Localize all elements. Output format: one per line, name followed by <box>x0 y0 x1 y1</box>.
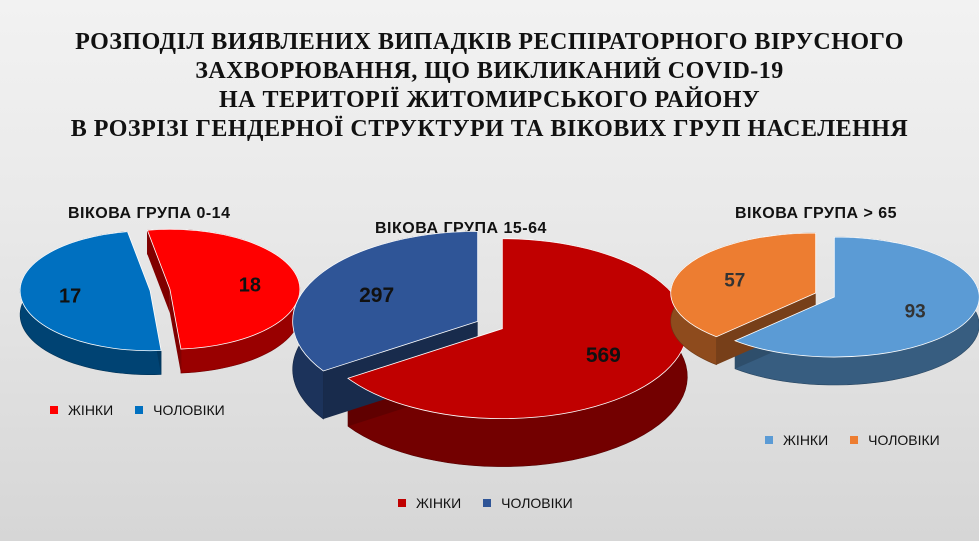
legend-swatch <box>50 406 58 414</box>
legend-65: ЖІНКИ ЧОЛОВІКИ <box>765 432 962 448</box>
legend-label: ЧОЛОВІКИ <box>501 495 573 511</box>
legend-label: ЧОЛОВІКИ <box>153 402 225 418</box>
title-line-3: НА ТЕРИТОРІЇ ЖИТОМИРСЬКОГО РАЙОНУ <box>218 87 761 113</box>
chart-title: РОЗПОДІЛ ВИЯВЛЕНИХ ВИПАДКІВ РЕСПІРАТОРНО… <box>0 28 979 144</box>
data-label-1: 17 <box>59 286 81 308</box>
pie-slice-edge-0-0 <box>147 230 170 314</box>
legend-swatch <box>483 499 492 507</box>
legend-label: ЖІНКИ <box>783 432 829 448</box>
pie-slice-edge-0-1 <box>169 289 181 374</box>
legend-label: ЧОЛОВІКИ <box>868 432 940 448</box>
title-line-1: РОЗПОДІЛ ВИЯВЛЕНИХ ВИПАДКІВ РЕСПІРАТОРНО… <box>75 29 904 55</box>
legend-swatch <box>398 499 406 507</box>
title-line-2: ЗАХВОРЮВАННЯ, ЩО ВИКЛИКАНИЙ COVID-19 <box>195 58 784 84</box>
pie-title-15-64: ВІКОВА ГРУПА 15-64 <box>375 220 547 237</box>
data-label-1: 57 <box>724 271 745 292</box>
data-label-0: 569 <box>586 344 621 367</box>
pie-chart-1: 569 297 <box>292 230 688 467</box>
pie-slice-0 <box>733 236 979 358</box>
legend-item-men: ЧОЛОВІКИ <box>850 432 940 448</box>
legend-item-men: ЧОЛОВІКИ <box>483 495 573 511</box>
legend-swatch <box>765 436 773 444</box>
legend-label: ЖІНКИ <box>68 402 114 418</box>
data-label-0: 18 <box>239 274 261 296</box>
data-label-0: 93 <box>905 301 926 322</box>
pie-slice-0 <box>146 228 301 350</box>
pie-slice-1 <box>292 230 479 372</box>
legend-swatch <box>135 406 144 414</box>
pie-slice-0 <box>347 238 688 420</box>
legend-15-64: ЖІНКИ ЧОЛОВІКИ <box>398 495 595 511</box>
pie-title-0-14: ВІКОВА ГРУПА 0-14 <box>68 205 231 222</box>
data-label-1: 297 <box>359 284 394 307</box>
legend-item-women: ЖІНКИ <box>765 432 828 448</box>
pie-chart-2: 93 57 <box>670 232 979 386</box>
pie-slice-1 <box>670 232 817 338</box>
legend-swatch <box>850 436 859 444</box>
legend-0-14: ЖІНКИ ЧОЛОВІКИ <box>50 402 247 418</box>
pie-slice-1 <box>19 231 162 352</box>
legend-item-men: ЧОЛОВІКИ <box>135 402 225 418</box>
title-line-4: В РОЗРІЗІ ГЕНДЕРНОЇ СТРУКТУРИ ТА ВІКОВИХ… <box>70 116 909 142</box>
legend-item-women: ЖІНКИ <box>398 495 461 511</box>
pie-title-65: ВІКОВА ГРУПА > 65 <box>735 205 898 222</box>
legend-item-women: ЖІНКИ <box>50 402 113 418</box>
legend-label: ЖІНКИ <box>416 495 462 511</box>
